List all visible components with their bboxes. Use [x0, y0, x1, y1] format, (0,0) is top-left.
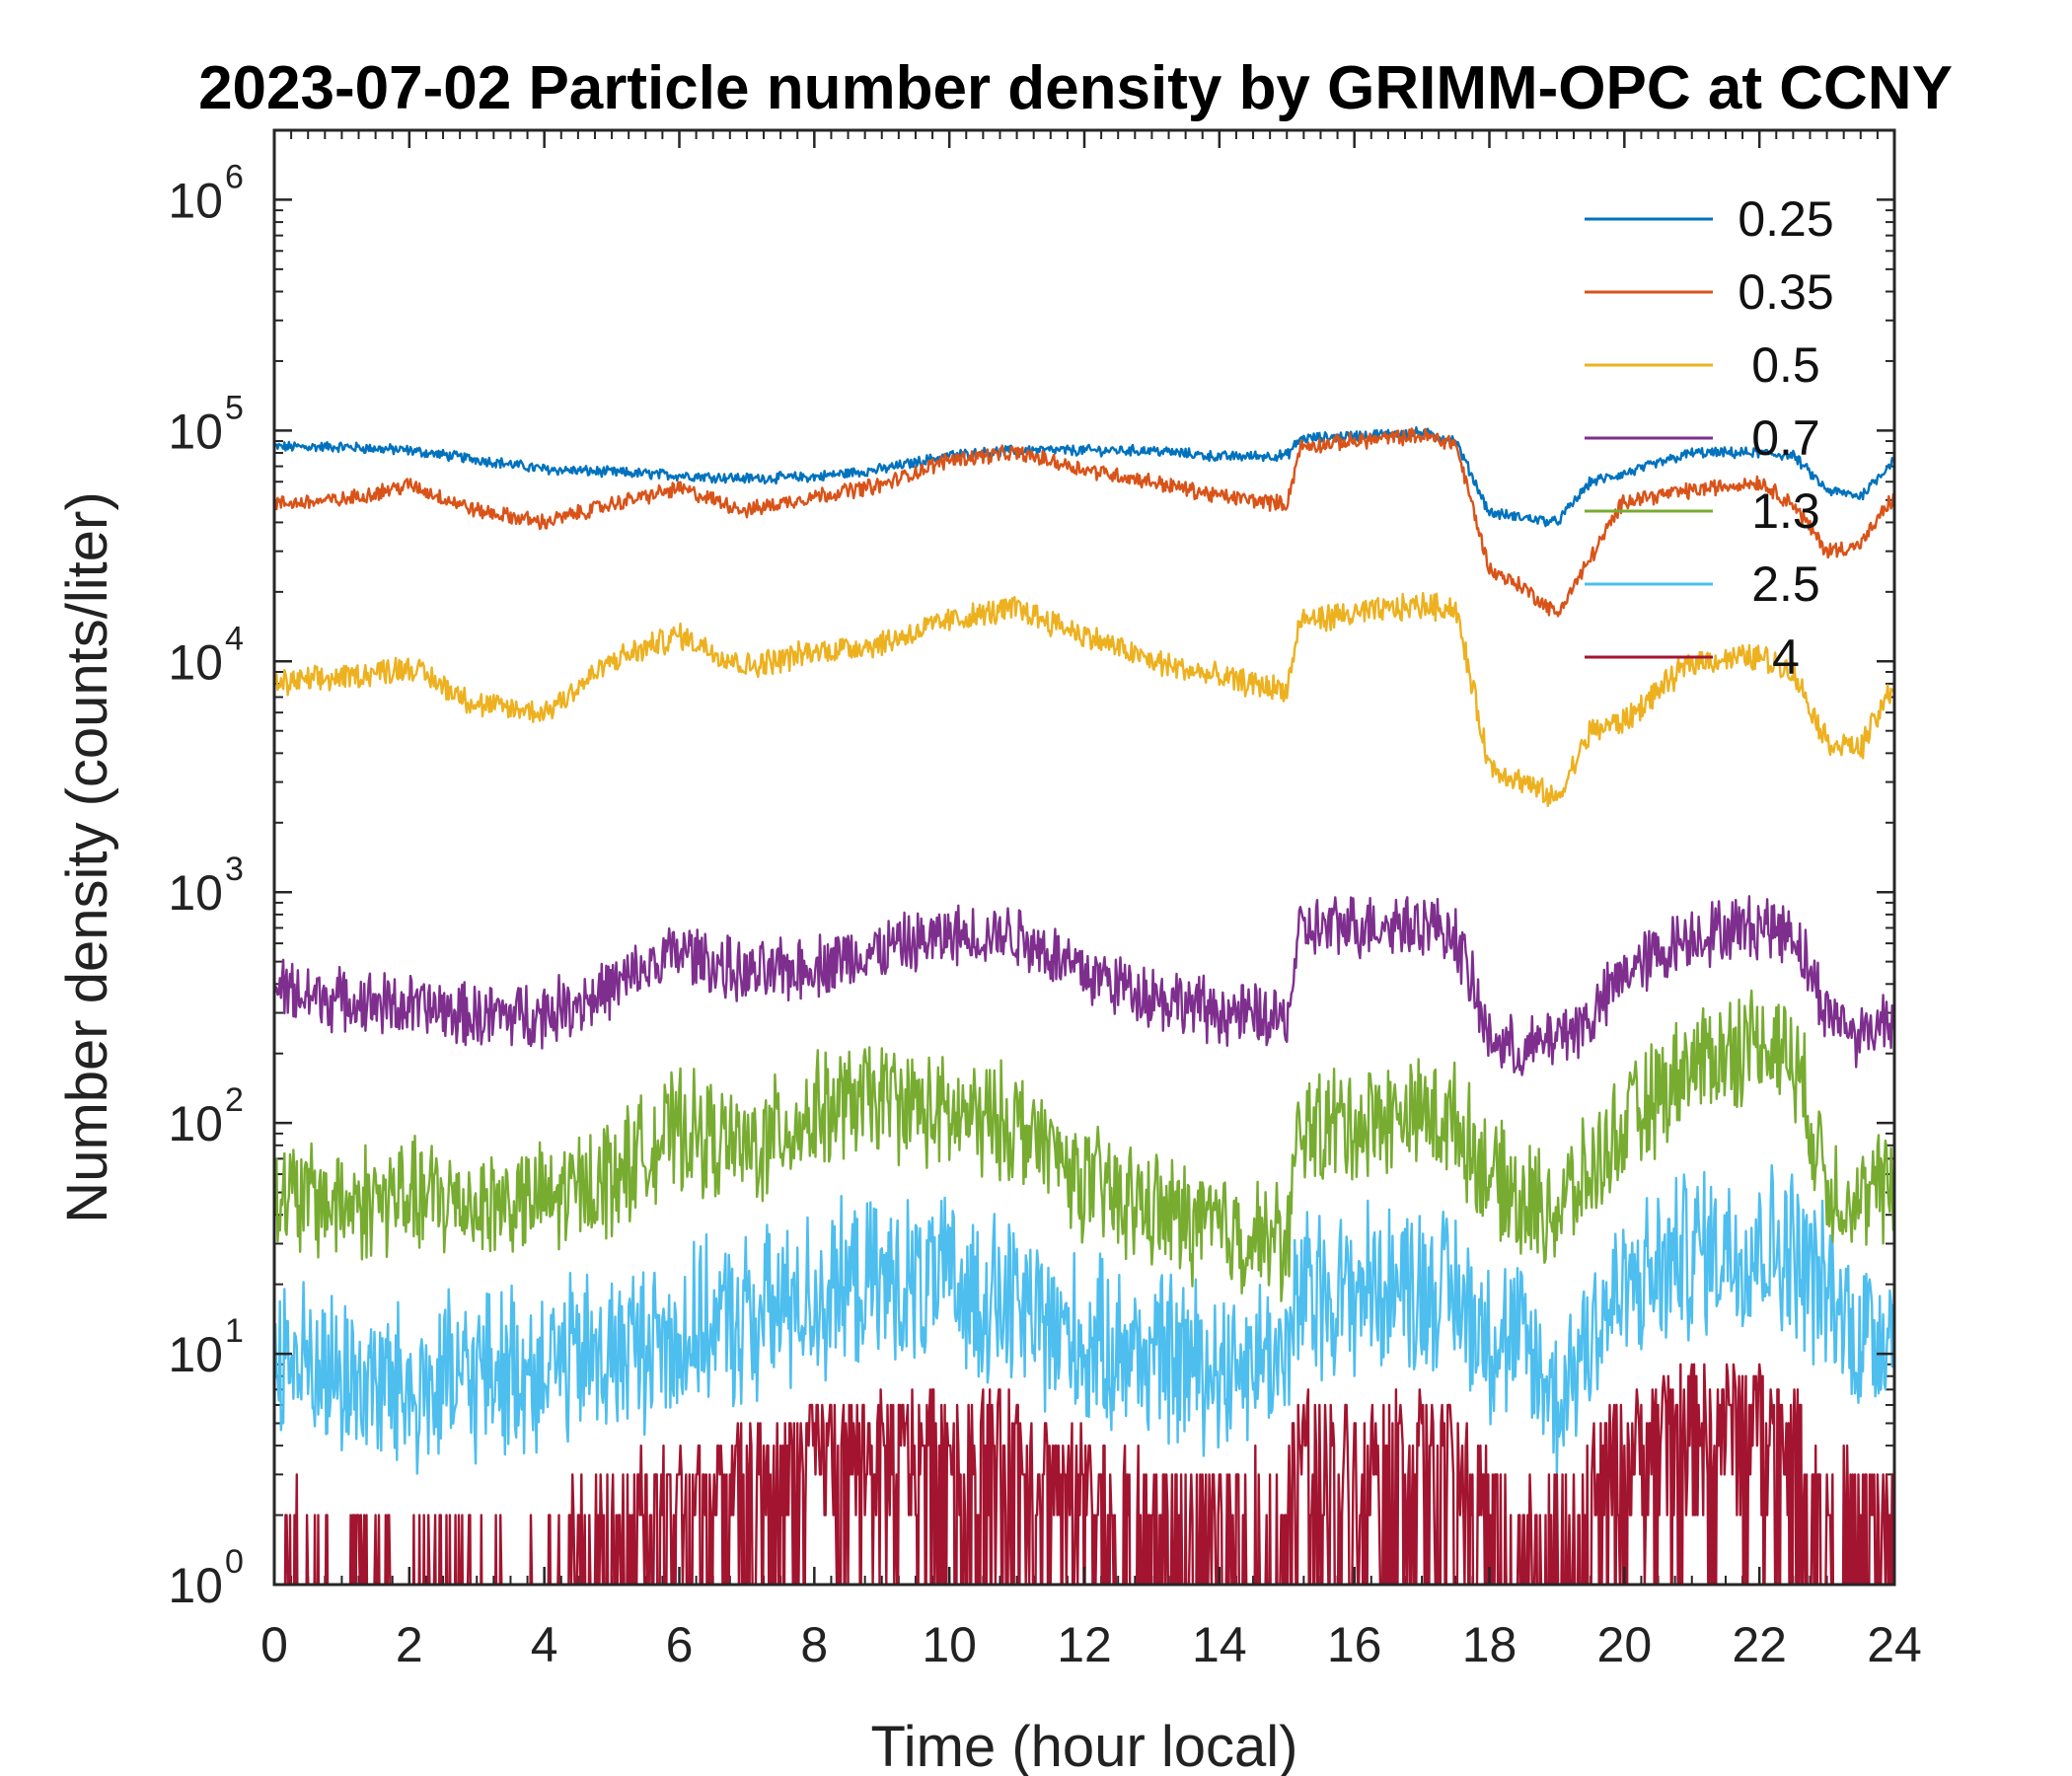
x-axis-label: Time (hour local) [871, 1715, 1298, 1776]
y-tick-exponent: 5 [225, 389, 244, 426]
legend-item: 0.7 [1585, 410, 1820, 466]
legend-item: 1.3 [1585, 483, 1820, 539]
legend-item: 0.25 [1585, 191, 1834, 247]
x-tick-labels: 0 2 4 6 8 10 12 14 16 18 20 22 24 [260, 1617, 1922, 1672]
y-tick-base: 10 [168, 634, 223, 690]
y-tick-exponent: 4 [225, 620, 244, 657]
y-tick-label: 10 3 [168, 851, 244, 921]
x-tick-label: 4 [531, 1617, 558, 1672]
legend-item: 0.5 [1585, 337, 1820, 393]
legend-label: 0.5 [1751, 337, 1820, 393]
series-line-0.5 [274, 591, 1894, 808]
y-tick-exponent: 2 [225, 1081, 244, 1119]
major-ticks [272, 130, 1896, 1587]
legend-label: 4 [1772, 629, 1800, 685]
x-tick-label: 14 [1192, 1617, 1247, 1672]
y-tick-exponent: 3 [225, 851, 244, 888]
x-tick-label: 18 [1462, 1617, 1517, 1672]
x-tick-label: 16 [1327, 1617, 1382, 1672]
series-line-0.7 [274, 895, 1894, 1076]
x-tick-label: 22 [1732, 1617, 1787, 1672]
x-tick-label: 0 [260, 1617, 288, 1672]
series-layer [274, 426, 1894, 1585]
y-tick-exponent: 1 [225, 1312, 244, 1350]
y-tick-label: 10 1 [168, 1312, 244, 1382]
x-tick-label: 2 [396, 1617, 423, 1672]
y-tick-base: 10 [168, 173, 223, 228]
series-line-0.35 [274, 427, 1894, 618]
y-tick-label: 10 4 [168, 620, 244, 690]
y-tick-base: 10 [168, 865, 223, 921]
y-axis-label: Number density (counts/liter) [55, 491, 119, 1222]
y-tick-label: 10 5 [168, 389, 244, 459]
series-line-2.5 [274, 1163, 1894, 1475]
chart-title: 2023-07-02 Particle number density by GR… [198, 54, 1953, 122]
legend-item: 4 [1585, 629, 1800, 685]
legend-label: 0.7 [1751, 410, 1820, 466]
x-tick-label: 6 [666, 1617, 694, 1672]
x-tick-label: 24 [1867, 1617, 1922, 1672]
legend-label: 0.25 [1738, 191, 1833, 247]
legend-label: 0.35 [1738, 264, 1833, 320]
y-tick-base: 10 [168, 1558, 223, 1613]
series-line-4 [277, 1363, 1894, 1585]
y-tick-base: 10 [168, 1096, 223, 1151]
legend-item: 2.5 [1585, 556, 1820, 612]
y-tick-base: 10 [168, 404, 223, 459]
y-tick-exponent: 6 [225, 158, 244, 195]
x-tick-label: 10 [922, 1617, 977, 1672]
legend-item: 0.35 [1585, 264, 1834, 320]
x-tick-label: 20 [1597, 1617, 1653, 1672]
series-line-1.3 [274, 989, 1894, 1302]
y-tick-base: 10 [168, 1327, 223, 1382]
legend-label: 2.5 [1751, 556, 1820, 612]
x-tick-label: 8 [800, 1617, 828, 1672]
y-tick-exponent: 0 [225, 1543, 244, 1581]
legend-label: 1.3 [1751, 483, 1820, 539]
series-line-0.25 [274, 426, 1894, 528]
y-tick-label: 10 0 [168, 1543, 244, 1613]
x-tick-label: 12 [1057, 1617, 1112, 1672]
legend: 0.25 0.35 0.5 0.7 1.3 2.5 4 [1585, 191, 1834, 685]
y-tick-label: 10 6 [168, 158, 244, 228]
y-tick-label: 10 2 [168, 1081, 244, 1151]
